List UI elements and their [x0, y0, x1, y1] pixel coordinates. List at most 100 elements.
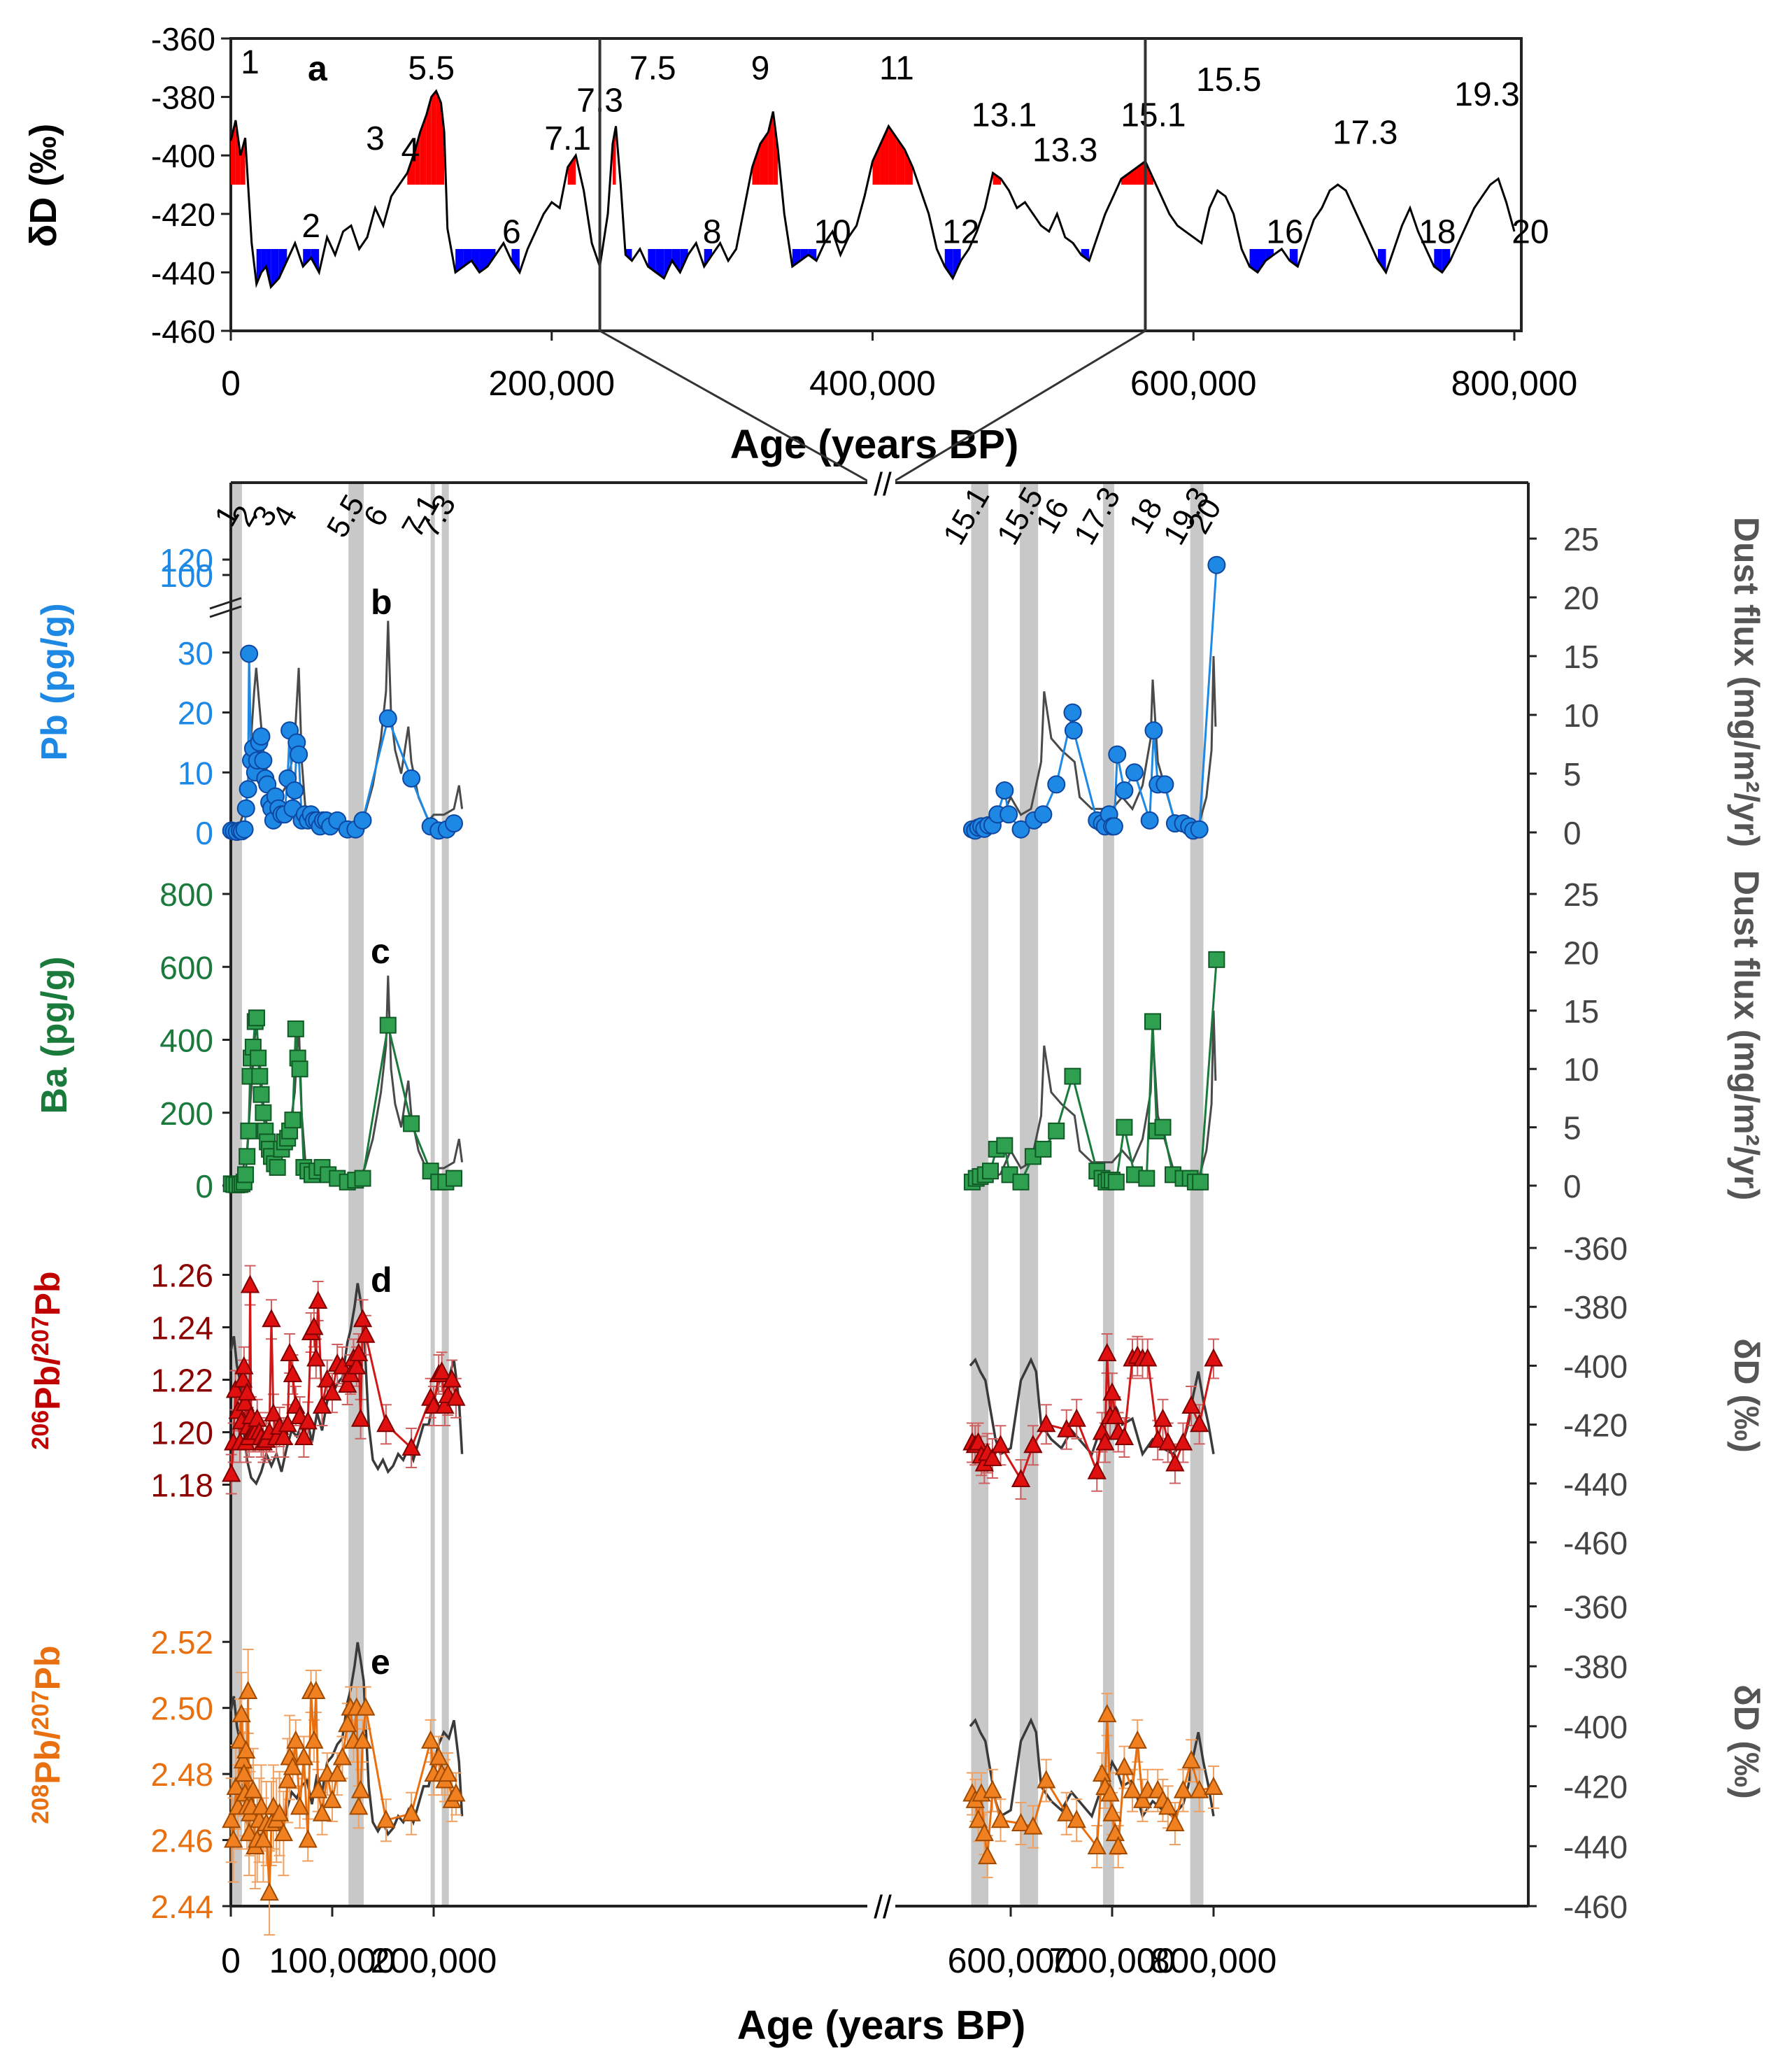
a-ytick-label: -380 [151, 80, 215, 116]
ba-point [1064, 1067, 1081, 1085]
r206-point [1011, 1468, 1031, 1487]
r208-point [1011, 1812, 1031, 1831]
x-tick-label: 800,000 [1151, 1941, 1277, 1980]
r206-point [298, 1411, 318, 1430]
warm-fill [567, 155, 576, 185]
r206-point [306, 1348, 326, 1367]
cold-fill [664, 248, 672, 278]
ba-point [354, 1170, 371, 1187]
ba-point [291, 1060, 308, 1078]
cold-fill [511, 248, 520, 273]
r206-point [264, 1403, 283, 1422]
cold-fill [479, 248, 488, 273]
c-right-tick-label: 5 [1563, 1110, 1581, 1146]
warm-fill [436, 91, 441, 185]
top-break-gap [867, 469, 895, 497]
d-right-tick-label: -380 [1563, 1289, 1628, 1326]
r208-point [338, 1714, 357, 1733]
cold-fill [1258, 248, 1266, 273]
pb-point [1155, 775, 1174, 794]
r208-point [234, 1763, 254, 1782]
panel-c-letter: c [371, 932, 390, 971]
glacial-band [1190, 483, 1204, 1906]
panel-d-sup-206: 206 [27, 1410, 54, 1450]
c-left-tick-label: 400 [159, 1023, 213, 1059]
pb-point [1034, 805, 1053, 824]
warm-fill [426, 97, 432, 185]
r208-point [349, 1796, 369, 1815]
panel-d-pb2: Pb [28, 1271, 67, 1316]
r206-point [1114, 1426, 1135, 1445]
e-left-tick-label: 2.52 [150, 1624, 213, 1661]
r208-point [978, 1846, 997, 1865]
zoom-connector-left [599, 329, 872, 484]
a-stage-label: 15.5 [1196, 62, 1261, 99]
r208-point [1165, 1812, 1185, 1831]
ba-point [255, 1104, 272, 1121]
warm-fill [896, 138, 905, 185]
r208-point [1204, 1776, 1223, 1795]
warm-fill [431, 91, 436, 185]
r206-point [222, 1463, 241, 1482]
panel-d-right-ylabel: δD (‰) [1727, 1338, 1766, 1453]
warm-fill [441, 102, 445, 185]
a-ytick-label: -420 [151, 197, 215, 233]
panel-d-sup-207: 207 [27, 1316, 54, 1356]
a-stage-label: 7.5 [630, 50, 676, 87]
cold-fill [648, 248, 656, 273]
a-xtick-label: 200,000 [488, 364, 615, 403]
ba-point [240, 1122, 257, 1139]
r208-point [1102, 1803, 1122, 1821]
cold-fill [303, 248, 311, 267]
pb-point [236, 799, 255, 818]
r208-point [306, 1680, 326, 1700]
r206-point [308, 1290, 328, 1309]
e-right-tick-label: -400 [1563, 1709, 1628, 1745]
x-tick-label: 0 [221, 1941, 241, 1980]
r206-point [237, 1382, 257, 1401]
warm-fill [773, 111, 778, 185]
r208-point [226, 1776, 246, 1795]
warm-fill [993, 173, 1001, 185]
r206-point [1204, 1348, 1223, 1367]
ba-point [982, 1163, 999, 1180]
b-left-tick-label: 10 [178, 755, 213, 791]
d-left-tick-label: 1.18 [150, 1468, 213, 1504]
r208-point [1092, 1763, 1112, 1782]
panel-d-left-ylabel: 206Pb/207Pb [27, 1271, 67, 1449]
r206-point [338, 1374, 357, 1393]
b-left-break-tick-label: 100 [159, 557, 213, 594]
r206-point [1153, 1408, 1173, 1427]
r208-point [298, 1829, 318, 1848]
r208-point [294, 1747, 314, 1766]
pb-point [252, 727, 271, 746]
b-left-break-tick-label: 120 [159, 542, 213, 578]
r208-point [290, 1796, 310, 1815]
a-xtick-label: 0 [221, 364, 241, 403]
panel-b-pb-markers [222, 555, 1226, 841]
r206-point [347, 1356, 367, 1375]
ba-point [284, 1111, 301, 1129]
r208-point [376, 1810, 396, 1828]
x-break-gap [867, 1892, 895, 1920]
r206-point [1190, 1414, 1209, 1433]
r208-point [1097, 1703, 1117, 1723]
ba-point [1107, 1173, 1125, 1191]
r206-point [1181, 1395, 1201, 1414]
c-right-tick-label: 20 [1563, 935, 1599, 971]
ba-point [1154, 1118, 1172, 1136]
ba-point [1208, 951, 1225, 968]
c-right-tick-label: 25 [1563, 876, 1599, 913]
cold-fill [463, 248, 472, 267]
r206-point [283, 1363, 303, 1382]
r206-point [350, 1408, 371, 1427]
r206-point [356, 1324, 376, 1343]
panel-d-letter: d [371, 1260, 392, 1300]
r208-point [1067, 1810, 1086, 1828]
e-left-tick-label: 2.50 [150, 1691, 213, 1727]
r208-point [283, 1756, 303, 1775]
r208-point [273, 1822, 294, 1842]
pb-point [1125, 763, 1144, 782]
glacial-band [1020, 483, 1039, 1906]
e-left-tick-label: 2.46 [150, 1823, 213, 1859]
